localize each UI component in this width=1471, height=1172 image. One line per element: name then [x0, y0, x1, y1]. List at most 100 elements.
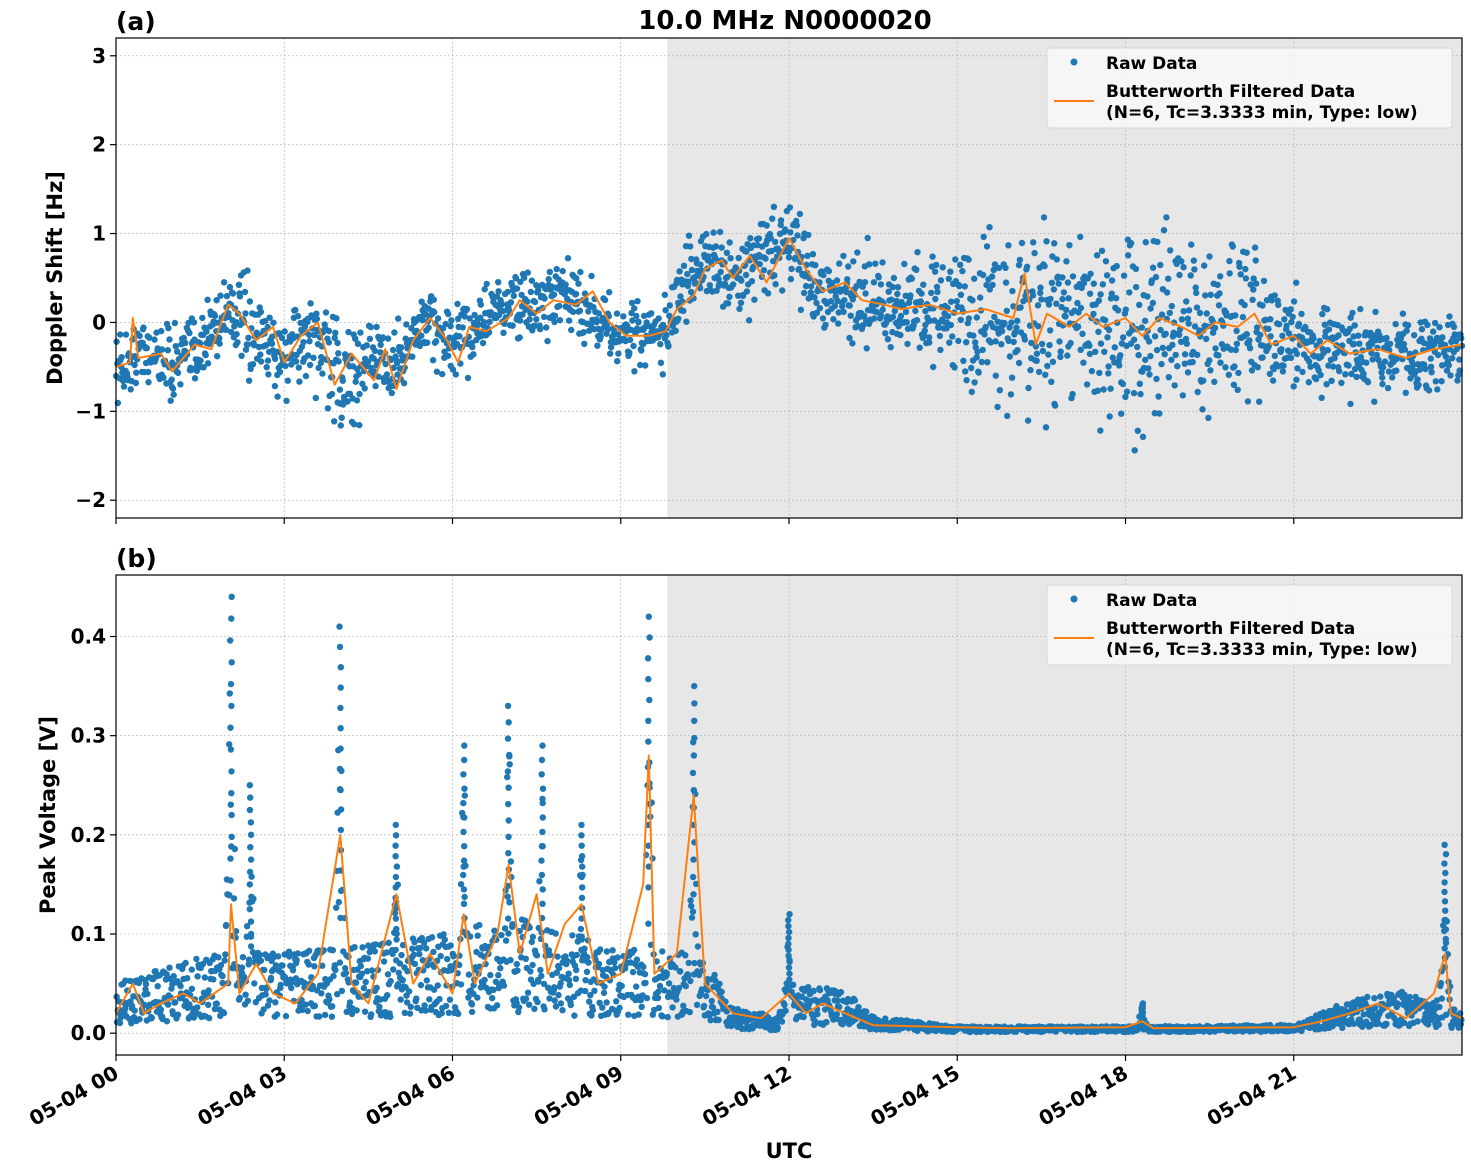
raw-data-point	[1253, 280, 1260, 287]
raw-data-point	[712, 243, 720, 250]
raw-data-point	[460, 799, 467, 807]
raw-data-point	[530, 980, 537, 987]
raw-data-point	[1080, 280, 1088, 287]
raw-data-point	[1353, 373, 1360, 381]
raw-data-point	[445, 352, 452, 359]
raw-data-point	[645, 717, 652, 724]
raw-data-point	[626, 336, 634, 344]
raw-data-point	[300, 339, 307, 346]
raw-data-point	[455, 1010, 462, 1017]
raw-data-point	[1183, 298, 1190, 305]
raw-data-point	[506, 751, 513, 759]
raw-data-point	[646, 634, 653, 641]
raw-data-point	[578, 946, 585, 954]
raw-data-point	[539, 900, 546, 907]
raw-data-point	[557, 1000, 565, 1007]
raw-data-point	[245, 377, 253, 384]
raw-data-point	[502, 937, 510, 944]
raw-data-point	[576, 307, 584, 314]
raw-data-point	[929, 253, 936, 260]
raw-data-point	[538, 972, 545, 980]
raw-data-point	[177, 381, 184, 388]
raw-data-point	[1067, 339, 1074, 347]
raw-data-point	[1329, 363, 1337, 370]
raw-data-point	[1266, 370, 1274, 378]
raw-data-point	[1439, 334, 1446, 341]
raw-data-point	[1379, 380, 1386, 388]
raw-data-point	[267, 974, 275, 982]
raw-data-point	[1060, 289, 1068, 296]
raw-data-point	[325, 327, 333, 335]
raw-data-point	[305, 961, 312, 968]
raw-data-point	[921, 327, 928, 334]
raw-data-point	[1192, 284, 1199, 291]
raw-data-point	[216, 340, 223, 347]
raw-data-point	[1234, 386, 1241, 393]
panel-b-label: (b)	[116, 544, 157, 573]
raw-data-point	[1013, 324, 1020, 331]
raw-data-point	[659, 948, 666, 955]
panel-a-legend-raw-marker	[1070, 58, 1078, 66]
raw-data-point	[890, 274, 898, 282]
x-tick-label: 05-04 18	[1034, 1061, 1132, 1131]
raw-data-point	[683, 318, 690, 325]
raw-data-point	[814, 1011, 821, 1018]
raw-data-point	[1004, 412, 1011, 420]
raw-data-point	[1379, 364, 1387, 371]
raw-data-point	[785, 946, 792, 954]
raw-data-point	[424, 962, 431, 969]
raw-data-point	[1226, 257, 1233, 265]
raw-data-point	[200, 364, 207, 371]
raw-data-point	[391, 329, 398, 336]
raw-data-point	[461, 792, 468, 799]
raw-data-point	[328, 390, 336, 398]
raw-data-point	[422, 1007, 429, 1014]
raw-data-point	[226, 892, 233, 899]
raw-data-point	[642, 979, 649, 987]
raw-data-point	[541, 1006, 548, 1013]
raw-data-point	[861, 279, 869, 286]
raw-data-point	[581, 340, 588, 347]
raw-data-point	[644, 655, 652, 662]
raw-data-point	[346, 390, 354, 397]
raw-data-point	[675, 984, 683, 992]
raw-data-point	[118, 354, 125, 361]
raw-data-point	[434, 315, 442, 322]
raw-data-point	[531, 322, 539, 329]
raw-data-point	[563, 957, 571, 964]
raw-data-point	[856, 278, 863, 286]
raw-data-point	[953, 298, 960, 305]
raw-data-point	[1065, 295, 1072, 302]
raw-data-point	[521, 274, 528, 281]
raw-data-point	[1347, 314, 1354, 321]
raw-data-point	[409, 945, 416, 952]
raw-data-point	[247, 844, 254, 851]
raw-data-point	[474, 932, 481, 939]
raw-data-point	[726, 293, 733, 300]
raw-data-point	[244, 341, 252, 348]
raw-data-point	[1096, 369, 1103, 377]
raw-data-point	[1039, 347, 1047, 355]
raw-data-point	[445, 1009, 453, 1016]
raw-data-point	[1178, 258, 1185, 265]
raw-data-point	[770, 257, 777, 265]
raw-data-point	[1437, 979, 1445, 987]
raw-data-point	[1384, 384, 1392, 392]
raw-data-point	[1244, 398, 1252, 405]
raw-data-point	[1189, 358, 1196, 366]
raw-data-point	[166, 336, 173, 343]
raw-data-point	[989, 281, 996, 289]
raw-data-point	[1041, 262, 1048, 270]
raw-data-point	[1427, 355, 1435, 362]
raw-data-point	[336, 643, 344, 651]
raw-data-point	[965, 315, 973, 322]
raw-data-point	[1033, 350, 1041, 357]
raw-data-point	[1184, 369, 1192, 376]
raw-data-point	[887, 344, 894, 351]
raw-data-point	[481, 976, 488, 984]
raw-data-point	[562, 281, 569, 288]
raw-data-point	[1324, 347, 1332, 354]
raw-data-point	[312, 394, 319, 402]
raw-data-point	[223, 292, 231, 300]
raw-data-point	[364, 968, 371, 975]
